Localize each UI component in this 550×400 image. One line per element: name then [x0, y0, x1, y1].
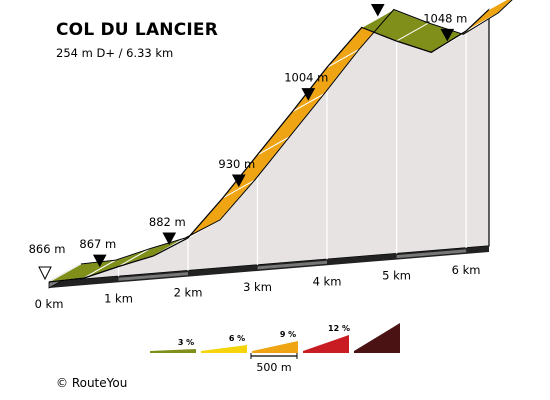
elevation-marker-icon — [301, 88, 316, 101]
legend-swatch — [201, 345, 247, 353]
legend-label: 12 % — [328, 324, 350, 333]
legend-swatch — [150, 349, 196, 353]
start-marker-icon — [38, 266, 52, 281]
x-tick-label: 2 km — [174, 286, 203, 300]
elevation-label: 1048 m — [423, 11, 467, 25]
elevation-marker-icon — [440, 28, 455, 42]
elevation-marker-icon — [92, 254, 107, 268]
legend-swatch — [354, 323, 400, 353]
legend-swatch — [303, 335, 349, 353]
elevation-marker-icon — [162, 232, 177, 246]
x-tick-label: 6 km — [452, 263, 481, 277]
baseline-km-band — [118, 272, 188, 281]
chart-title: COL DU LANCIER — [56, 20, 219, 40]
elevation-marker-icon — [370, 4, 385, 17]
elevation-label: 1076 m — [354, 0, 398, 1]
elevation-label: 882 m — [149, 215, 186, 229]
legend-label: 6 % — [229, 334, 245, 343]
elevation-label: 930 m — [218, 157, 255, 171]
chart-subtitle: 254 m D+ / 6.33 km — [56, 46, 174, 60]
legend-label: 9 % — [280, 330, 296, 339]
x-tick-label: 0 km — [35, 297, 64, 311]
legend-scale-label: 500 m — [256, 361, 291, 374]
x-tick-label: 4 km — [313, 274, 342, 288]
elevation-label: 866 m — [29, 242, 66, 256]
elevation-label: 867 m — [79, 237, 116, 251]
legend-label: 3 % — [178, 338, 194, 347]
baseline-km-band — [257, 260, 327, 270]
profile-front-edge — [48, 9, 490, 283]
x-tick-label: 5 km — [382, 269, 411, 283]
x-tick-label: 3 km — [243, 280, 272, 294]
profile-back-edge — [80, 0, 513, 265]
elevation-marker-icon — [231, 174, 246, 188]
x-tick-label: 1 km — [104, 291, 133, 305]
baseline-km-band — [396, 249, 467, 259]
legend-swatch — [252, 341, 298, 353]
credit-text: © RouteYou — [56, 376, 128, 390]
elevation-label: 1004 m — [284, 71, 328, 85]
